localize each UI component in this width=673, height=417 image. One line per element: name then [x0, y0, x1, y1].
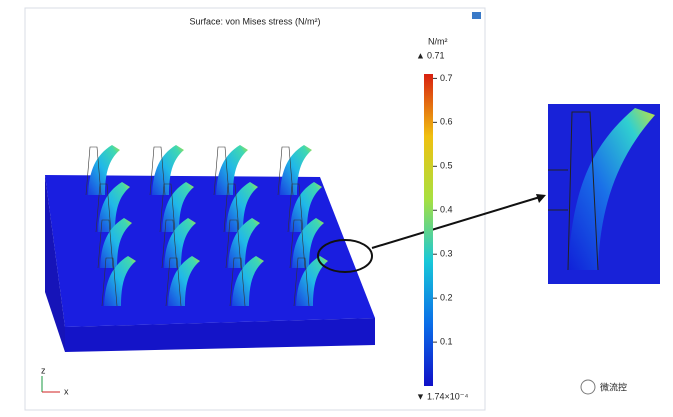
pillar	[226, 182, 258, 232]
plate-top	[45, 175, 375, 327]
pillar	[88, 145, 120, 195]
pillar	[98, 182, 130, 232]
pillar-outline	[287, 183, 304, 233]
colorbar-tick-label: 0.1	[440, 336, 453, 346]
pillar	[100, 218, 132, 268]
pillar	[164, 218, 196, 268]
watermark-icon	[580, 379, 596, 395]
pillar	[216, 145, 248, 195]
pillar-outline	[159, 183, 176, 233]
max-marker: ▲	[416, 50, 425, 60]
pillar	[280, 145, 312, 195]
pillar-outline	[213, 146, 230, 196]
colorbar-tick-label: 0.2	[440, 293, 453, 303]
z-label: z	[41, 365, 46, 375]
pillars	[85, 145, 328, 307]
highlight-circle	[317, 239, 373, 273]
colorbar-tick-label: 0.5	[440, 161, 453, 171]
colorbar-unit: N/m²	[428, 36, 448, 46]
plate-front	[65, 318, 375, 352]
pillar-outline	[165, 257, 182, 307]
colorbar-min: 1.74×10⁻⁴	[427, 391, 469, 401]
x-label: x	[64, 386, 69, 396]
pillar-outline	[97, 219, 114, 269]
min-marker: ▼	[416, 391, 425, 401]
toolbar-icon[interactable]	[472, 12, 481, 19]
pillar-outline	[225, 219, 242, 269]
colorbar	[424, 74, 433, 386]
watermark: 微流控	[600, 381, 627, 392]
colorbar-tick-label: 0.3	[440, 249, 453, 259]
pillar-outline	[277, 146, 294, 196]
pillar	[296, 256, 328, 306]
colorbar-tick-label: 0.7	[440, 73, 453, 83]
pillar-outline	[85, 146, 102, 196]
pillar-outline	[101, 257, 118, 307]
pillar-outline	[293, 257, 310, 307]
plot-title: Surface: von Mises stress (N/m²)	[189, 16, 320, 26]
zoom-outline	[548, 111, 599, 271]
arrow-line	[371, 196, 541, 249]
colorbar-max: 0.71	[427, 50, 445, 60]
arrow-head	[536, 194, 546, 203]
plate-side	[45, 175, 65, 352]
pillar-outline	[289, 219, 306, 269]
pillar-outline	[229, 257, 246, 307]
pillar-outline	[223, 183, 240, 233]
pillar	[292, 218, 324, 268]
pillar-outline	[95, 183, 112, 233]
pillar-outline	[161, 219, 178, 269]
pillar	[290, 182, 322, 232]
colorbar-tick-label: 0.6	[440, 117, 453, 127]
pillar	[162, 182, 194, 232]
pillar-outline	[149, 146, 166, 196]
pillar	[168, 256, 200, 306]
zoom-pillar	[568, 108, 655, 270]
pillar	[152, 145, 184, 195]
pillar	[228, 218, 260, 268]
colorbar-tick-label: 0.4	[440, 205, 453, 215]
pillar	[232, 256, 264, 306]
pillar	[104, 256, 136, 306]
